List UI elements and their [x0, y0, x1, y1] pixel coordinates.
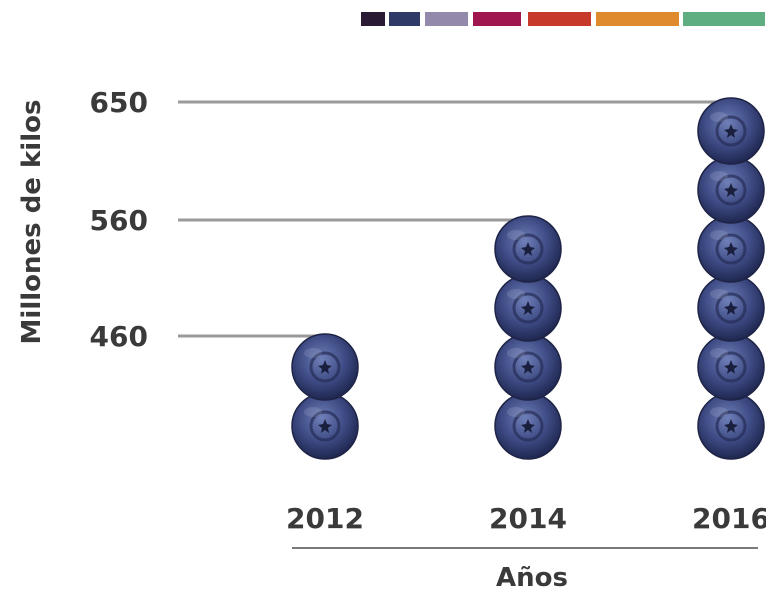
x-axis-tick-labels: 2012 2014 2016: [286, 502, 766, 535]
y-tick-label: 650: [90, 86, 148, 119]
palette-swatch: [596, 12, 679, 26]
blueberry-icon: [291, 333, 359, 401]
palette-swatch: [473, 12, 521, 26]
blueberry-icon: [494, 215, 562, 283]
blueberry-icon: [697, 274, 765, 342]
blueberry-icon: [494, 392, 562, 460]
palette-swatch: [528, 12, 591, 26]
blueberry-icon: [291, 392, 359, 460]
leader-lines: [178, 100, 741, 338]
palette-swatch: [425, 12, 468, 26]
y-axis-tick-labels: 460 560 650: [90, 86, 148, 353]
blueberry-icon: [494, 274, 562, 342]
x-tick-label: 2014: [489, 502, 567, 535]
blueberry-icon: [697, 215, 765, 283]
x-tick-label: 2016: [692, 502, 766, 535]
palette-swatch: [361, 12, 385, 26]
blueberry-icon: [697, 156, 765, 224]
palette-swatch: [389, 12, 420, 26]
blueberry-icon: [697, 97, 765, 165]
palette-swatch: [683, 12, 765, 26]
x-tick-label: 2012: [286, 502, 364, 535]
y-tick-label: 560: [90, 204, 148, 237]
y-axis-title: Millones de kilos: [17, 100, 47, 345]
blueberry-icon: [494, 333, 562, 401]
berry-stacks: [291, 97, 765, 460]
blueberry-icon: [697, 333, 765, 401]
y-tick-label: 460: [90, 320, 148, 353]
x-axis-title: Años: [496, 563, 568, 591]
blueberry-icon: [697, 392, 765, 460]
